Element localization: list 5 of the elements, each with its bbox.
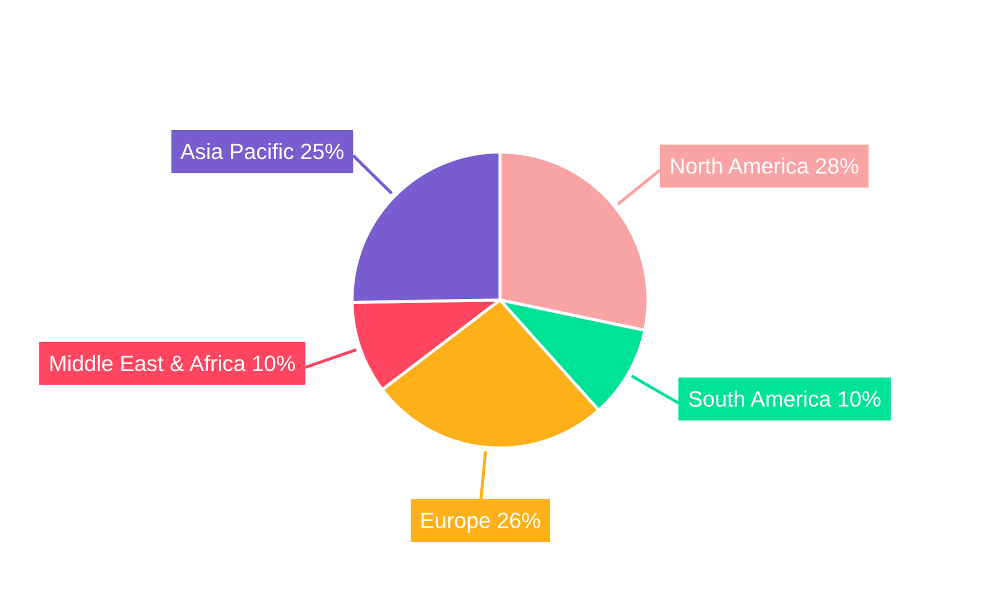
slice-label: South America 10% bbox=[688, 386, 882, 412]
slice-label: Middle East & Africa 10% bbox=[48, 350, 296, 376]
slice-label: Asia Pacific 25% bbox=[180, 138, 344, 164]
slice-label: North America 28% bbox=[669, 154, 860, 179]
slice-label: Europe 26% bbox=[420, 508, 541, 534]
